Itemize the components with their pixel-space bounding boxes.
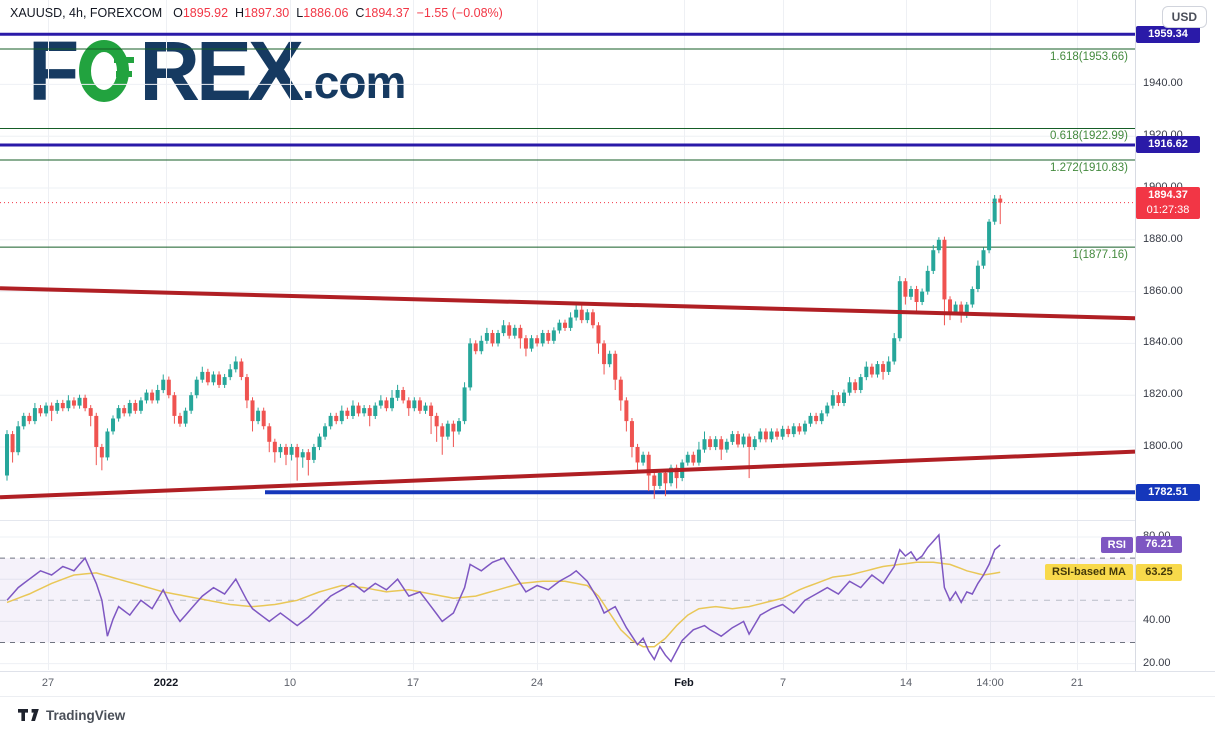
- fib-level-label: 0.618(1922.99): [1049, 130, 1128, 143]
- currency-button[interactable]: USD: [1161, 6, 1207, 28]
- rsi-ma-label-badge[interactable]: RSI-based MA: [1045, 564, 1133, 580]
- rsi-ma-line[interactable]: [6, 561, 1001, 648]
- price-axis-badge: 1959.34: [1136, 26, 1200, 43]
- price-chart-canvas[interactable]: [0, 0, 1135, 670]
- watermark-text-f: F: [28, 24, 79, 118]
- axis-tick-label: 1880.00: [1143, 232, 1183, 245]
- axis-tick-label: 1940.00: [1143, 77, 1183, 90]
- price-axis-badge: 1782.51: [1136, 484, 1200, 501]
- descending-resistance-trendline[interactable]: [0, 286, 1135, 321]
- axis-tick-label: 1800.00: [1143, 440, 1183, 452]
- price-axis-badge: 63.25: [1136, 564, 1182, 581]
- change-value: −1.55 (−0.08%): [416, 6, 503, 20]
- ohlc-high: H1897.30: [235, 6, 290, 20]
- time-axis-label: 17: [406, 677, 420, 689]
- price-tick-labels: 1940.001920.001900.001880.001860.001840.…: [1136, 0, 1215, 697]
- price-axis-badge: 76.21: [1136, 536, 1182, 553]
- fib-level-label: 1(1877.16): [1072, 249, 1128, 262]
- time-axis-label: 21: [1070, 677, 1084, 689]
- time-axis-label: 7: [779, 677, 787, 689]
- time-axis-label: Feb: [674, 677, 694, 689]
- time-axis-label: 24: [530, 677, 544, 689]
- forex-logo-o-icon: [79, 40, 135, 102]
- axis-tick-label: 40.00: [1143, 614, 1171, 627]
- pane-divider[interactable]: [0, 520, 1215, 521]
- ohlc-close: C1894.37: [355, 6, 410, 20]
- symbol-title[interactable]: XAUUSD, 4h, FOREXCOM: [10, 6, 163, 20]
- rsi-label-badge[interactable]: RSI: [1100, 537, 1133, 553]
- price-axis-badge: 1894.37 01:27:38: [1136, 187, 1200, 219]
- tradingview-mark-icon: [18, 709, 39, 721]
- axis-tick-label: 20.00: [1143, 656, 1171, 669]
- axis-tick-label: 1840.00: [1143, 336, 1183, 349]
- rsi-line[interactable]: [6, 533, 1001, 663]
- time-axis-label: 14:00: [976, 677, 1004, 689]
- tradingview-logo[interactable]: TradingView: [18, 708, 125, 723]
- fib-level-label: 1.618(1953.66): [1049, 51, 1128, 64]
- ohlc-open: O1895.92: [173, 6, 229, 20]
- candlestick-series[interactable]: [5, 194, 1003, 499]
- axis-tick-label: 1860.00: [1143, 284, 1183, 297]
- price-axis-badge: 1916.62: [1136, 136, 1200, 153]
- axis-tick-label: 1820.00: [1143, 388, 1183, 401]
- watermark-text-com: .com: [302, 56, 406, 108]
- fib-level-label: 1.272(1910.83): [1049, 161, 1128, 174]
- time-axis-label: 27: [41, 677, 55, 689]
- symbol-legend: XAUUSD, 4h, FOREXCOM O1895.92 H1897.30 L…: [10, 6, 503, 20]
- ohlc-low: L1886.06: [296, 6, 349, 20]
- ascending-support-trendline[interactable]: [0, 449, 1135, 500]
- time-axis-label: 10: [283, 677, 297, 689]
- time-axis-label: 14: [899, 677, 913, 689]
- price-axis[interactable]: USD 1940.001920.001900.001880.001860.001…: [1135, 0, 1215, 697]
- time-axis-label: 2022: [153, 677, 179, 689]
- time-axis[interactable]: 27 2022 10 17 24 Feb 7 14 14:00 21: [0, 671, 1215, 697]
- footer-bar: TradingView: [0, 697, 1215, 733]
- tradingview-brand-text: TradingView: [46, 707, 126, 723]
